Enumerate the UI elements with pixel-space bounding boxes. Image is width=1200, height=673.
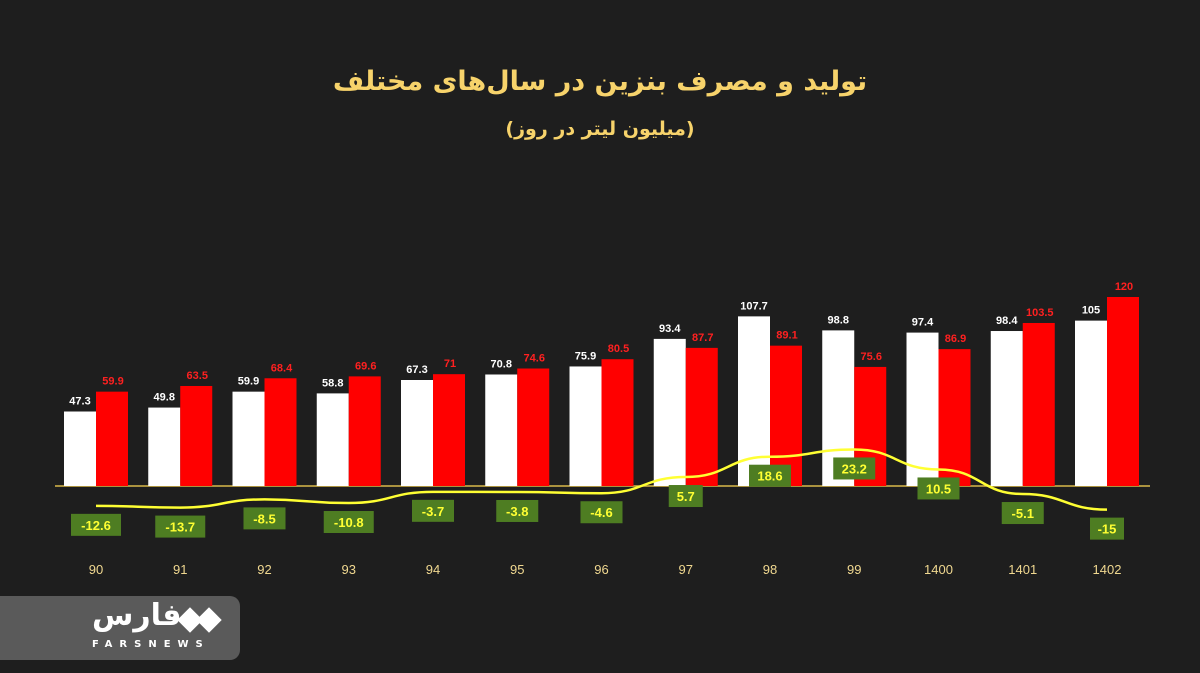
x-tick-label: 1401: [1008, 562, 1037, 577]
production-bar: [232, 391, 265, 486]
production-label: 58.8: [322, 377, 343, 389]
production-label: 107.7: [740, 300, 768, 312]
production-label: 98.8: [828, 314, 849, 326]
x-tick-label: 96: [594, 562, 608, 577]
production-bar: [906, 332, 939, 486]
production-bar: [1075, 320, 1107, 486]
consumption-label: 68.4: [271, 362, 293, 374]
x-tick-label: 91: [173, 562, 187, 577]
difference-label-box: [155, 515, 206, 538]
production-label: 93.4: [659, 323, 681, 335]
consumption-label: 86.9: [945, 333, 966, 345]
difference-label-box: [243, 507, 286, 530]
production-label: 75.9: [575, 350, 596, 362]
difference-label: 23.2: [842, 461, 867, 476]
difference-label: -4.6: [590, 505, 612, 520]
consumption-label: 120: [1115, 281, 1133, 293]
difference-label: -3.8: [506, 504, 528, 519]
farsnews-logo: فارس FARSNEWS: [0, 596, 240, 660]
consumption-label: 63.5: [187, 370, 208, 382]
chart-title: تولید و مصرف بنزین در سال‌های مختلف: [332, 66, 868, 97]
difference-label: -12.6: [81, 518, 111, 533]
consumption-bar: [770, 345, 802, 486]
difference-label-box: [71, 513, 121, 536]
logo-mark-icon: [178, 607, 222, 633]
consumption-bar: [348, 376, 381, 486]
difference-label: -15: [1098, 522, 1117, 537]
consumption-bar: [1022, 322, 1055, 486]
x-tick-label: 1400: [924, 562, 953, 577]
x-tick-label: 1402: [1093, 562, 1122, 577]
consumption-label: 71: [444, 358, 456, 370]
production-bar: [148, 407, 181, 486]
difference-label: -5.1: [1012, 506, 1034, 521]
production-label: 105: [1082, 305, 1100, 317]
x-tick-label: 99: [847, 562, 861, 577]
logo-text-fa: فارس: [92, 598, 182, 633]
consumption-bar: [180, 385, 213, 486]
difference-label-box: [323, 511, 374, 534]
difference-label: -8.5: [253, 511, 275, 526]
x-tick-label: 93: [342, 562, 356, 577]
difference-label: -13.7: [165, 520, 195, 535]
x-tick-label: 98: [763, 562, 777, 577]
difference-line: [95, 448, 1108, 511]
difference-label: 5.7: [677, 489, 695, 504]
production-label: 49.8: [154, 392, 175, 404]
difference-label-box: [917, 477, 960, 500]
difference-label-box: [749, 464, 791, 487]
difference-label-box: [1001, 502, 1044, 525]
consumption-label: 87.7: [692, 332, 713, 344]
consumption-bar: [938, 349, 971, 486]
difference-label: -3.7: [422, 504, 444, 519]
production-label: 67.3: [406, 364, 427, 376]
difference-label-box: [580, 501, 623, 524]
consumption-bar: [264, 378, 297, 486]
consumption-bar: [96, 391, 128, 486]
difference-label: 10.5: [926, 481, 951, 496]
consumption-bar: [433, 374, 465, 486]
x-tick-label: 92: [257, 562, 271, 577]
production-bar: [569, 366, 602, 486]
production-bar: [990, 331, 1023, 486]
production-bar: [316, 393, 349, 486]
production-label: 59.9: [238, 376, 259, 388]
difference-label-box: [668, 485, 703, 508]
production-bar: [485, 374, 518, 486]
production-label: 98.4: [996, 315, 1018, 327]
production-label: 70.8: [491, 358, 512, 370]
production-bar: [401, 380, 433, 486]
x-tick-label: 94: [426, 562, 440, 577]
consumption-label: 89.1: [776, 330, 797, 342]
consumption-bar: [517, 368, 550, 486]
production-label: 47.3: [69, 396, 90, 408]
x-tick-label: 95: [510, 562, 524, 577]
x-tick-label: 90: [89, 562, 103, 577]
consumption-label: 75.6: [861, 351, 882, 363]
logo-text-en: FARSNEWS: [92, 639, 210, 650]
difference-label: 18.6: [757, 469, 782, 484]
difference-label-box: [412, 499, 454, 522]
consumption-label: 103.5: [1026, 307, 1054, 319]
consumption-label: 69.6: [355, 360, 376, 372]
difference-label-box: [496, 499, 539, 522]
consumption-label: 74.6: [524, 353, 545, 365]
difference-label-box: [1090, 517, 1124, 540]
x-tick-label: 97: [679, 562, 693, 577]
chart-subtitle: (میلیون لیتر در روز): [505, 118, 695, 140]
production-bar: [64, 411, 96, 486]
consumption-label: 80.5: [608, 343, 629, 355]
difference-label-box: [833, 457, 876, 480]
difference-label: -10.8: [334, 515, 364, 530]
consumption-bar: [1107, 297, 1139, 486]
consumption-label: 59.9: [102, 376, 123, 388]
consumption-bar: [685, 347, 718, 486]
production-bar: [653, 338, 686, 486]
production-label: 97.4: [912, 317, 934, 329]
consumption-bar: [601, 359, 634, 486]
